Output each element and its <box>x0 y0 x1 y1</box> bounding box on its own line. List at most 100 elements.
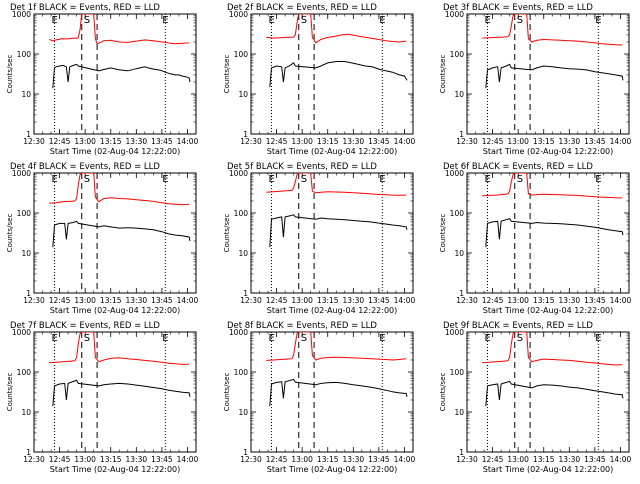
x-tick-label: 13:45 <box>151 296 173 305</box>
y-tick-label: 1 <box>26 448 31 457</box>
x-tick-label: 13:15 <box>533 455 555 464</box>
lld-series-line <box>266 173 407 196</box>
marker-e-start: E <box>51 333 57 344</box>
marker-s: S <box>517 174 523 185</box>
y-tick-label: 1000 <box>445 169 464 178</box>
plot-frame <box>466 172 630 294</box>
x-tick-label: 13:45 <box>151 137 173 146</box>
y-tick-label: 100 <box>17 209 32 218</box>
plot-frame <box>250 331 414 453</box>
events-series-line <box>52 63 191 89</box>
y-tick-label: 100 <box>17 368 32 377</box>
y-tick-label: 100 <box>450 368 465 377</box>
x-tick-label: 14:00 <box>610 455 632 464</box>
y-tick-label: 1000 <box>12 10 31 19</box>
x-axis-label: Start Time (02-Aug-04 12:22:00) <box>267 465 398 474</box>
marker-e-start: E <box>484 15 490 26</box>
x-tick-label: 13:00 <box>74 455 96 464</box>
x-tick-label: 13:00 <box>507 137 529 146</box>
marker-e-start: E <box>268 333 274 344</box>
y-tick-label: 10 <box>21 90 31 99</box>
marker-e-end: E <box>379 174 385 185</box>
y-axis-label: Counts/sec <box>6 214 14 253</box>
x-tick-label: 13:15 <box>317 137 339 146</box>
x-tick-label: 13:00 <box>291 137 313 146</box>
marker-s: S <box>84 15 90 26</box>
x-tick-label: 13:45 <box>151 455 173 464</box>
marker-e-end: E <box>162 15 168 26</box>
y-tick-label: 1000 <box>12 328 31 337</box>
x-tick-label: 13:45 <box>584 296 606 305</box>
x-tick-label: 13:00 <box>74 296 96 305</box>
x-tick-label: 14:00 <box>177 296 199 305</box>
marker-e-end: E <box>595 333 601 344</box>
marker-s: S <box>301 333 307 344</box>
events-series-line <box>52 220 191 248</box>
plot-frame <box>250 13 414 135</box>
x-tick-label: 13:45 <box>584 137 606 146</box>
y-tick-label: 1 <box>26 130 31 139</box>
panel-title: Det 7f BLACK = Events, RED = LLD <box>10 321 160 331</box>
marker-e-start: E <box>51 174 57 185</box>
y-tick-label: 10 <box>238 90 248 99</box>
events-series-line <box>52 379 191 407</box>
x-tick-label: 12:45 <box>482 296 504 305</box>
panel-2: Det 2f BLACK = Events, RED = LLD 1 10 100 10… <box>223 3 416 156</box>
x-tick-label: 13:00 <box>507 455 529 464</box>
y-tick-label: 1000 <box>229 328 248 337</box>
panel-title: Det 2f BLACK = Events, RED = LLD <box>227 3 377 13</box>
events-series-line <box>269 214 408 248</box>
marker-s: S <box>301 15 307 26</box>
x-tick-label: 13:00 <box>507 296 529 305</box>
plot-frame <box>33 331 197 453</box>
events-series-line <box>269 61 408 88</box>
x-tick-label: 12:30 <box>23 296 45 305</box>
events-series-line <box>269 378 408 407</box>
x-tick-label: 13:30 <box>559 296 581 305</box>
marker-e-start: E <box>484 174 490 185</box>
y-axis-label: Counts/sec <box>439 214 447 253</box>
y-tick-label: 1 <box>243 448 248 457</box>
x-tick-label: 13:15 <box>100 296 122 305</box>
x-tick-label: 14:00 <box>177 137 199 146</box>
y-tick-label: 10 <box>21 408 31 417</box>
y-axis-label: Counts/sec <box>6 55 14 94</box>
x-tick-label: 13:15 <box>317 296 339 305</box>
y-tick-label: 100 <box>17 50 32 59</box>
marker-e-start: E <box>268 174 274 185</box>
y-tick-label: 10 <box>238 249 248 258</box>
x-tick-label: 13:00 <box>291 455 313 464</box>
y-tick-label: 1000 <box>229 169 248 178</box>
y-tick-label: 100 <box>450 50 465 59</box>
y-tick-label: 100 <box>234 50 249 59</box>
panel-8: Det 8f BLACK = Events, RED = LLD 1 10 100 10… <box>223 321 416 474</box>
lld-series-line <box>482 173 623 199</box>
marker-e-start: E <box>268 15 274 26</box>
x-tick-label: 12:45 <box>49 455 71 464</box>
x-tick-label: 13:45 <box>368 455 390 464</box>
panel-6: Det 6f BLACK = Events, RED = LLD 1 10 100 10… <box>439 162 632 315</box>
x-tick-label: 13:30 <box>343 296 365 305</box>
panel-title: Det 8f BLACK = Events, RED = LLD <box>227 321 377 331</box>
x-tick-label: 14:00 <box>394 455 416 464</box>
x-tick-label: 13:00 <box>74 137 96 146</box>
y-axis-label: Counts/sec <box>223 373 231 412</box>
x-tick-label: 12:45 <box>266 137 288 146</box>
x-tick-label: 13:00 <box>291 296 313 305</box>
x-axis-label: Start Time (02-Aug-04 12:22:00) <box>267 306 398 315</box>
plot-frame <box>33 172 197 294</box>
x-tick-label: 13:15 <box>100 137 122 146</box>
x-axis-label: Start Time (02-Aug-04 12:22:00) <box>483 147 614 156</box>
panel-title: Det 3f BLACK = Events, RED = LLD <box>443 3 593 13</box>
y-tick-label: 1 <box>243 130 248 139</box>
marker-s: S <box>84 333 90 344</box>
y-axis-label: Counts/sec <box>439 55 447 94</box>
plot-frame <box>466 331 630 453</box>
x-tick-label: 12:45 <box>266 455 288 464</box>
y-tick-label: 1 <box>243 289 248 298</box>
y-axis-label: Counts/sec <box>223 55 231 94</box>
x-tick-label: 13:15 <box>317 455 339 464</box>
x-tick-label: 12:45 <box>49 137 71 146</box>
plot-frame <box>250 172 414 294</box>
